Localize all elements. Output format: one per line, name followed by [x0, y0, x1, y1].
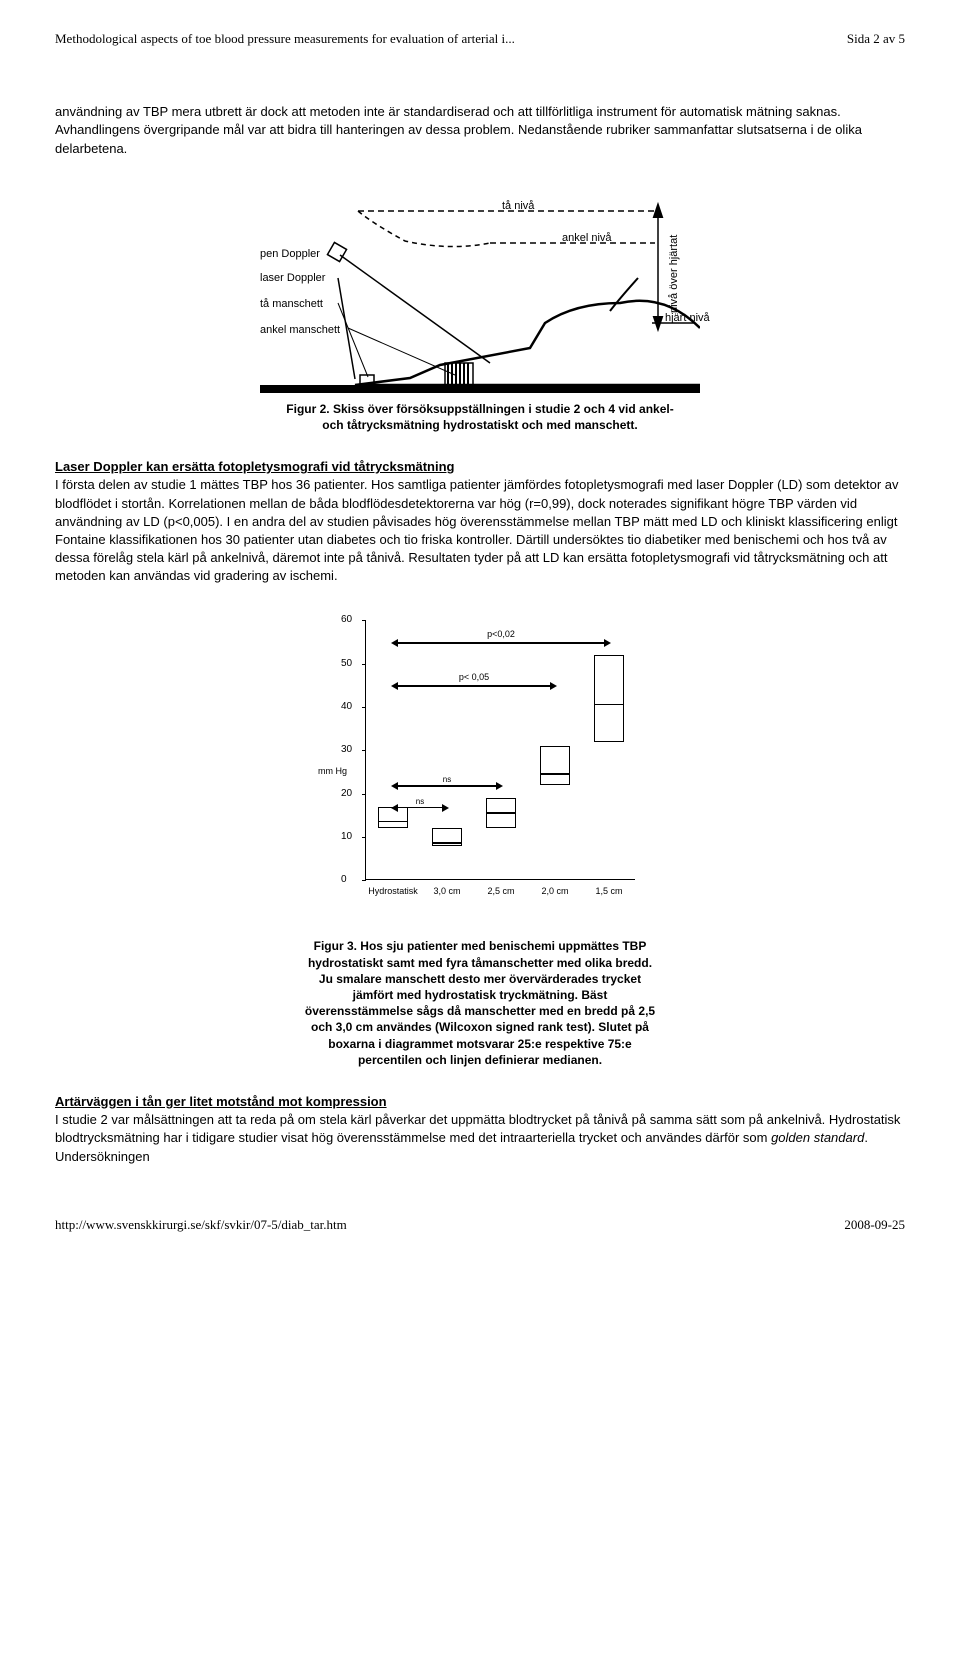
- fig3-ytick-label: 60: [341, 613, 352, 627]
- fig3-median: [595, 704, 623, 706]
- figure-3-caption: Figur 3. Hos sju patienter med benischem…: [300, 938, 660, 1068]
- fig3-box: [594, 655, 624, 742]
- fig3-median: [541, 773, 569, 775]
- fig3-box: [486, 798, 516, 828]
- fig3-xtick-label: 1,5 cm: [595, 885, 622, 898]
- fig3-median: [433, 842, 461, 844]
- section2-italic: golden standard: [771, 1130, 864, 1145]
- fig2-label-laser-doppler: laser Doppler: [260, 271, 325, 286]
- figure-2: pen Doppler laser Doppler tå manschett a…: [55, 183, 905, 433]
- fig3-box: [540, 746, 570, 785]
- fig3-pvalue-arrow: [393, 642, 609, 644]
- figure-3: mm Hg 0102030405060Hydrostatisk3,0 cm2,5…: [55, 610, 905, 1068]
- fig3-ns-arrow: [393, 807, 447, 809]
- fig3-median: [379, 821, 407, 823]
- fig3-ns-label: ns: [443, 774, 451, 785]
- section1-paragraph: Laser Doppler kan ersätta fotopletysmogr…: [55, 458, 905, 585]
- header-page-number: Sida 2 av 5: [847, 30, 905, 48]
- fig3-xtick-label: 3,0 cm: [433, 885, 460, 898]
- fig2-label-ankel-niva: ankel nivå: [562, 231, 612, 246]
- fig3-ns-label: ns: [416, 796, 424, 807]
- figure-2-diagram: pen Doppler laser Doppler tå manschett a…: [260, 183, 700, 393]
- page-header: Methodological aspects of toe blood pres…: [55, 30, 905, 48]
- fig2-label-ankel-manschett: ankel manschett: [260, 323, 340, 338]
- fig3-ytick-label: 20: [341, 787, 352, 801]
- section1-heading: Laser Doppler kan ersätta fotopletysmogr…: [55, 459, 455, 474]
- fig3-median: [487, 812, 515, 814]
- fig2-label-pen-doppler: pen Doppler: [260, 247, 320, 262]
- fig3-pvalue-label: p<0,02: [487, 628, 515, 641]
- section1-body: I första delen av studie 1 mättes TBP ho…: [55, 477, 899, 583]
- intro-paragraph: användning av TBP mera utbrett är dock a…: [55, 103, 905, 158]
- figure-2-caption: Figur 2. Skiss över försöksuppställninge…: [280, 401, 680, 433]
- fig3-xtick-label: 2,5 cm: [487, 885, 514, 898]
- fig3-ytick-label: 0: [341, 873, 347, 887]
- fig3-ylabel: mm Hg: [318, 765, 347, 778]
- fig3-ytick-label: 40: [341, 700, 352, 714]
- figure-3-boxplot: mm Hg 0102030405060Hydrostatisk3,0 cm2,5…: [310, 610, 650, 930]
- fig3-ytick-label: 50: [341, 657, 352, 671]
- footer-date: 2008-09-25: [844, 1216, 905, 1234]
- section2-heading: Artärväggen i tån ger litet motstånd mot…: [55, 1094, 387, 1109]
- fig3-pvalue-arrow: [393, 685, 555, 687]
- header-title: Methodological aspects of toe blood pres…: [55, 30, 515, 48]
- fig3-ns-arrow: [393, 785, 501, 787]
- page-footer: http://www.svenskkirurgi.se/skf/svkir/07…: [55, 1216, 905, 1234]
- fig3-box: [432, 828, 462, 845]
- fig3-ytick-label: 10: [341, 830, 352, 844]
- fig3-ytick-label: 30: [341, 743, 352, 757]
- fig3-xtick-label: Hydrostatisk: [368, 885, 418, 898]
- fig2-label-ta-niva: tå nivå: [502, 199, 534, 214]
- fig3-plot-area: 0102030405060Hydrostatisk3,0 cm2,5 cm2,0…: [365, 620, 635, 880]
- fig2-body-outline: [260, 183, 700, 393]
- fig2-label-ta-manschett: tå manschett: [260, 297, 323, 312]
- fig2-label-hjart-niva: hjärt nivå: [665, 311, 710, 326]
- footer-url: http://www.svenskkirurgi.se/skf/svkir/07…: [55, 1216, 347, 1234]
- fig3-pvalue-label: p< 0,05: [459, 671, 489, 684]
- fig3-xtick-label: 2,0 cm: [541, 885, 568, 898]
- fig2-label-niva-over-hjartat: nivå över hjärtat: [667, 234, 682, 312]
- section2-paragraph: Artärväggen i tån ger litet motstånd mot…: [55, 1093, 905, 1166]
